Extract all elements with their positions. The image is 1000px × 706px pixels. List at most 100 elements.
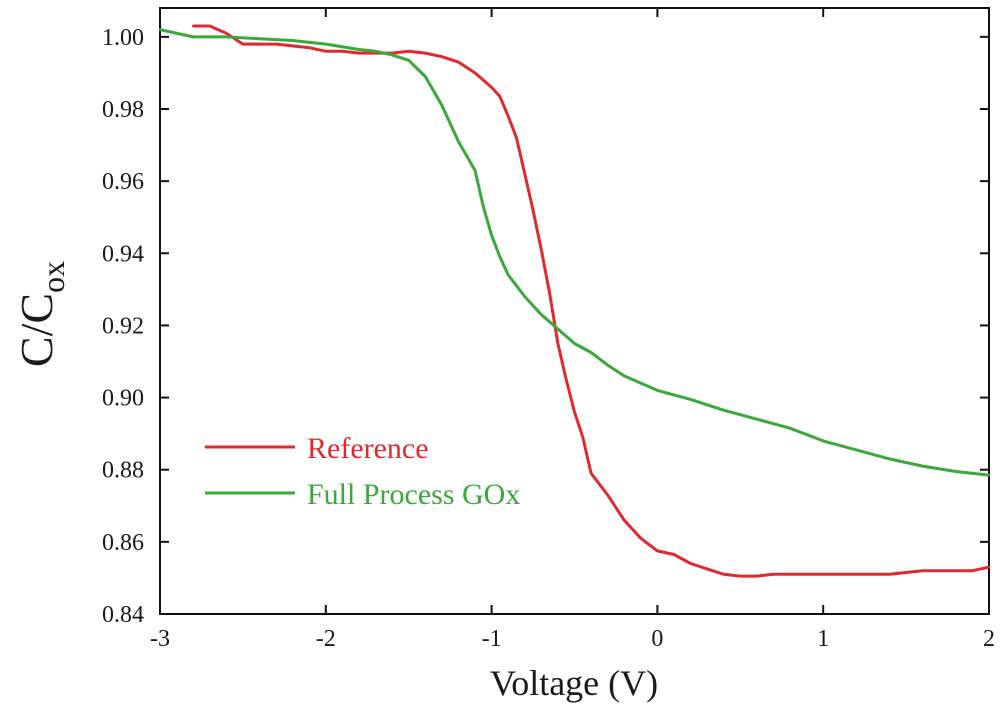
data-point [822, 573, 825, 576]
data-point [739, 574, 742, 578]
data-point [705, 567, 709, 571]
data-point [407, 50, 410, 53]
y-tick-label: 0.92 [102, 313, 144, 339]
data-point [507, 273, 510, 277]
data-point [573, 342, 576, 345]
y-tick-label: 0.84 [102, 602, 144, 628]
data-point [291, 39, 294, 42]
data-point [888, 573, 891, 576]
data-point [424, 51, 427, 55]
data-point [225, 32, 228, 35]
data-point [308, 46, 311, 49]
data-point [921, 464, 924, 468]
y-tick-label: 0.90 [102, 386, 144, 412]
data-point [954, 470, 957, 473]
data-point [672, 553, 676, 556]
plot-frame [159, 7, 990, 615]
data-point [755, 574, 759, 578]
ticks-layer: -3 -2 -1 0 1 2 0.84 0.86 0.88 0.90 0.92 0.94 0.96 0.9… [102, 8, 995, 652]
x-tick-label: 0 [651, 626, 663, 652]
data-point [589, 351, 593, 354]
data-point [241, 42, 245, 46]
y-axis-title-main: C/C [11, 293, 62, 367]
data-point [987, 565, 991, 569]
data-point [473, 169, 477, 172]
data-point [689, 398, 692, 401]
series-layer [158, 24, 991, 578]
legend-label: Full Process GOx [307, 478, 520, 511]
data-point [623, 374, 626, 378]
data-point [482, 205, 485, 208]
data-point [639, 381, 642, 385]
data-point [805, 573, 808, 576]
x-tick-label: 2 [983, 626, 995, 652]
data-point [357, 51, 361, 55]
data-point [424, 75, 427, 78]
data-point [656, 389, 659, 392]
y-tick-label: 0.96 [102, 169, 144, 195]
data-point [722, 409, 725, 412]
data-point [407, 59, 410, 62]
y-tick-label: 0.94 [102, 241, 144, 267]
data-point [457, 140, 460, 143]
series-1 [158, 28, 991, 477]
data-point [556, 342, 560, 345]
data-point [291, 44, 294, 48]
y-axis-title: C/Cox [11, 261, 71, 367]
data-point [374, 50, 377, 53]
data-point [639, 537, 642, 540]
data-point [258, 42, 261, 46]
x-tick-label: -1 [482, 626, 502, 652]
data-point [258, 37, 261, 40]
data-point [540, 313, 543, 316]
data-point [225, 35, 228, 39]
data-point [656, 549, 659, 553]
data-point [192, 24, 195, 28]
data-point [192, 35, 195, 39]
data-point [498, 255, 502, 259]
data-point [457, 60, 460, 64]
data-point [573, 410, 576, 414]
data-point [324, 50, 327, 53]
data-point [822, 439, 825, 443]
x-tick-label: 1 [817, 626, 829, 652]
data-point [722, 573, 725, 576]
data-point [490, 234, 493, 237]
data-point [523, 172, 526, 176]
data-point [274, 42, 278, 46]
data-point [357, 48, 361, 51]
data-point [490, 86, 493, 89]
data-point [507, 115, 510, 118]
y-tick-label: 0.86 [102, 530, 144, 556]
data-point [515, 136, 518, 140]
y-tick-label: 0.88 [102, 458, 144, 484]
data-point [755, 418, 759, 421]
data-point [971, 569, 974, 572]
data-point [531, 208, 535, 212]
data-point [689, 562, 692, 565]
data-point [855, 448, 858, 452]
data-point [606, 493, 609, 497]
data-point [565, 378, 568, 381]
data-point [341, 50, 344, 53]
data-point [788, 427, 792, 430]
data-point [324, 42, 327, 46]
data-point [440, 104, 444, 107]
data-point [788, 573, 792, 576]
y-tick-label: 0.98 [102, 97, 144, 123]
legend-label: Reference [307, 432, 429, 465]
data-point [556, 327, 560, 331]
series-0 [192, 24, 991, 578]
x-tick-label: -3 [150, 626, 170, 652]
data-point [440, 55, 444, 58]
data-point [473, 71, 477, 75]
data-point [589, 472, 593, 475]
x-axis-title: Voltage (V) [490, 663, 658, 703]
data-point [954, 569, 957, 572]
data-point [390, 53, 394, 57]
data-point [855, 573, 858, 576]
data-point [921, 569, 924, 572]
data-point [987, 473, 991, 477]
data-point [581, 436, 584, 439]
